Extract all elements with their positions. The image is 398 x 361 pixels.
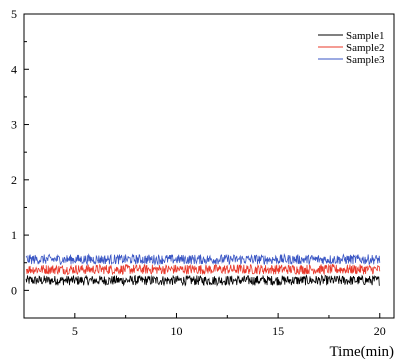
y-tick-label: 0 [11,283,17,297]
x-tick-label: 15 [272,324,284,338]
axis-layer: 5 10 15 20 0 1 2 3 4 5 [11,7,386,338]
x-tick-label: 10 [170,324,182,338]
y-tick-label: 5 [11,7,17,21]
y-tick-label: 4 [11,62,17,76]
legend-label-2: Sample2 [346,42,385,54]
legend-label-3: Sample3 [346,54,385,66]
x-axis-title: Time(min) [330,344,394,360]
x-tick-label: 5 [72,324,78,338]
series-2-line [25,263,381,276]
series-3-line [25,252,381,266]
series-1-line [25,274,380,287]
legend-label-1: Sample1 [346,30,385,42]
series-layer [25,252,381,287]
y-tick-label: 2 [11,173,17,187]
y-tick-label: 3 [11,118,17,132]
y-tick-label: 1 [11,228,17,242]
plot-frame [23,13,395,319]
x-tick-label: 20 [374,324,386,338]
